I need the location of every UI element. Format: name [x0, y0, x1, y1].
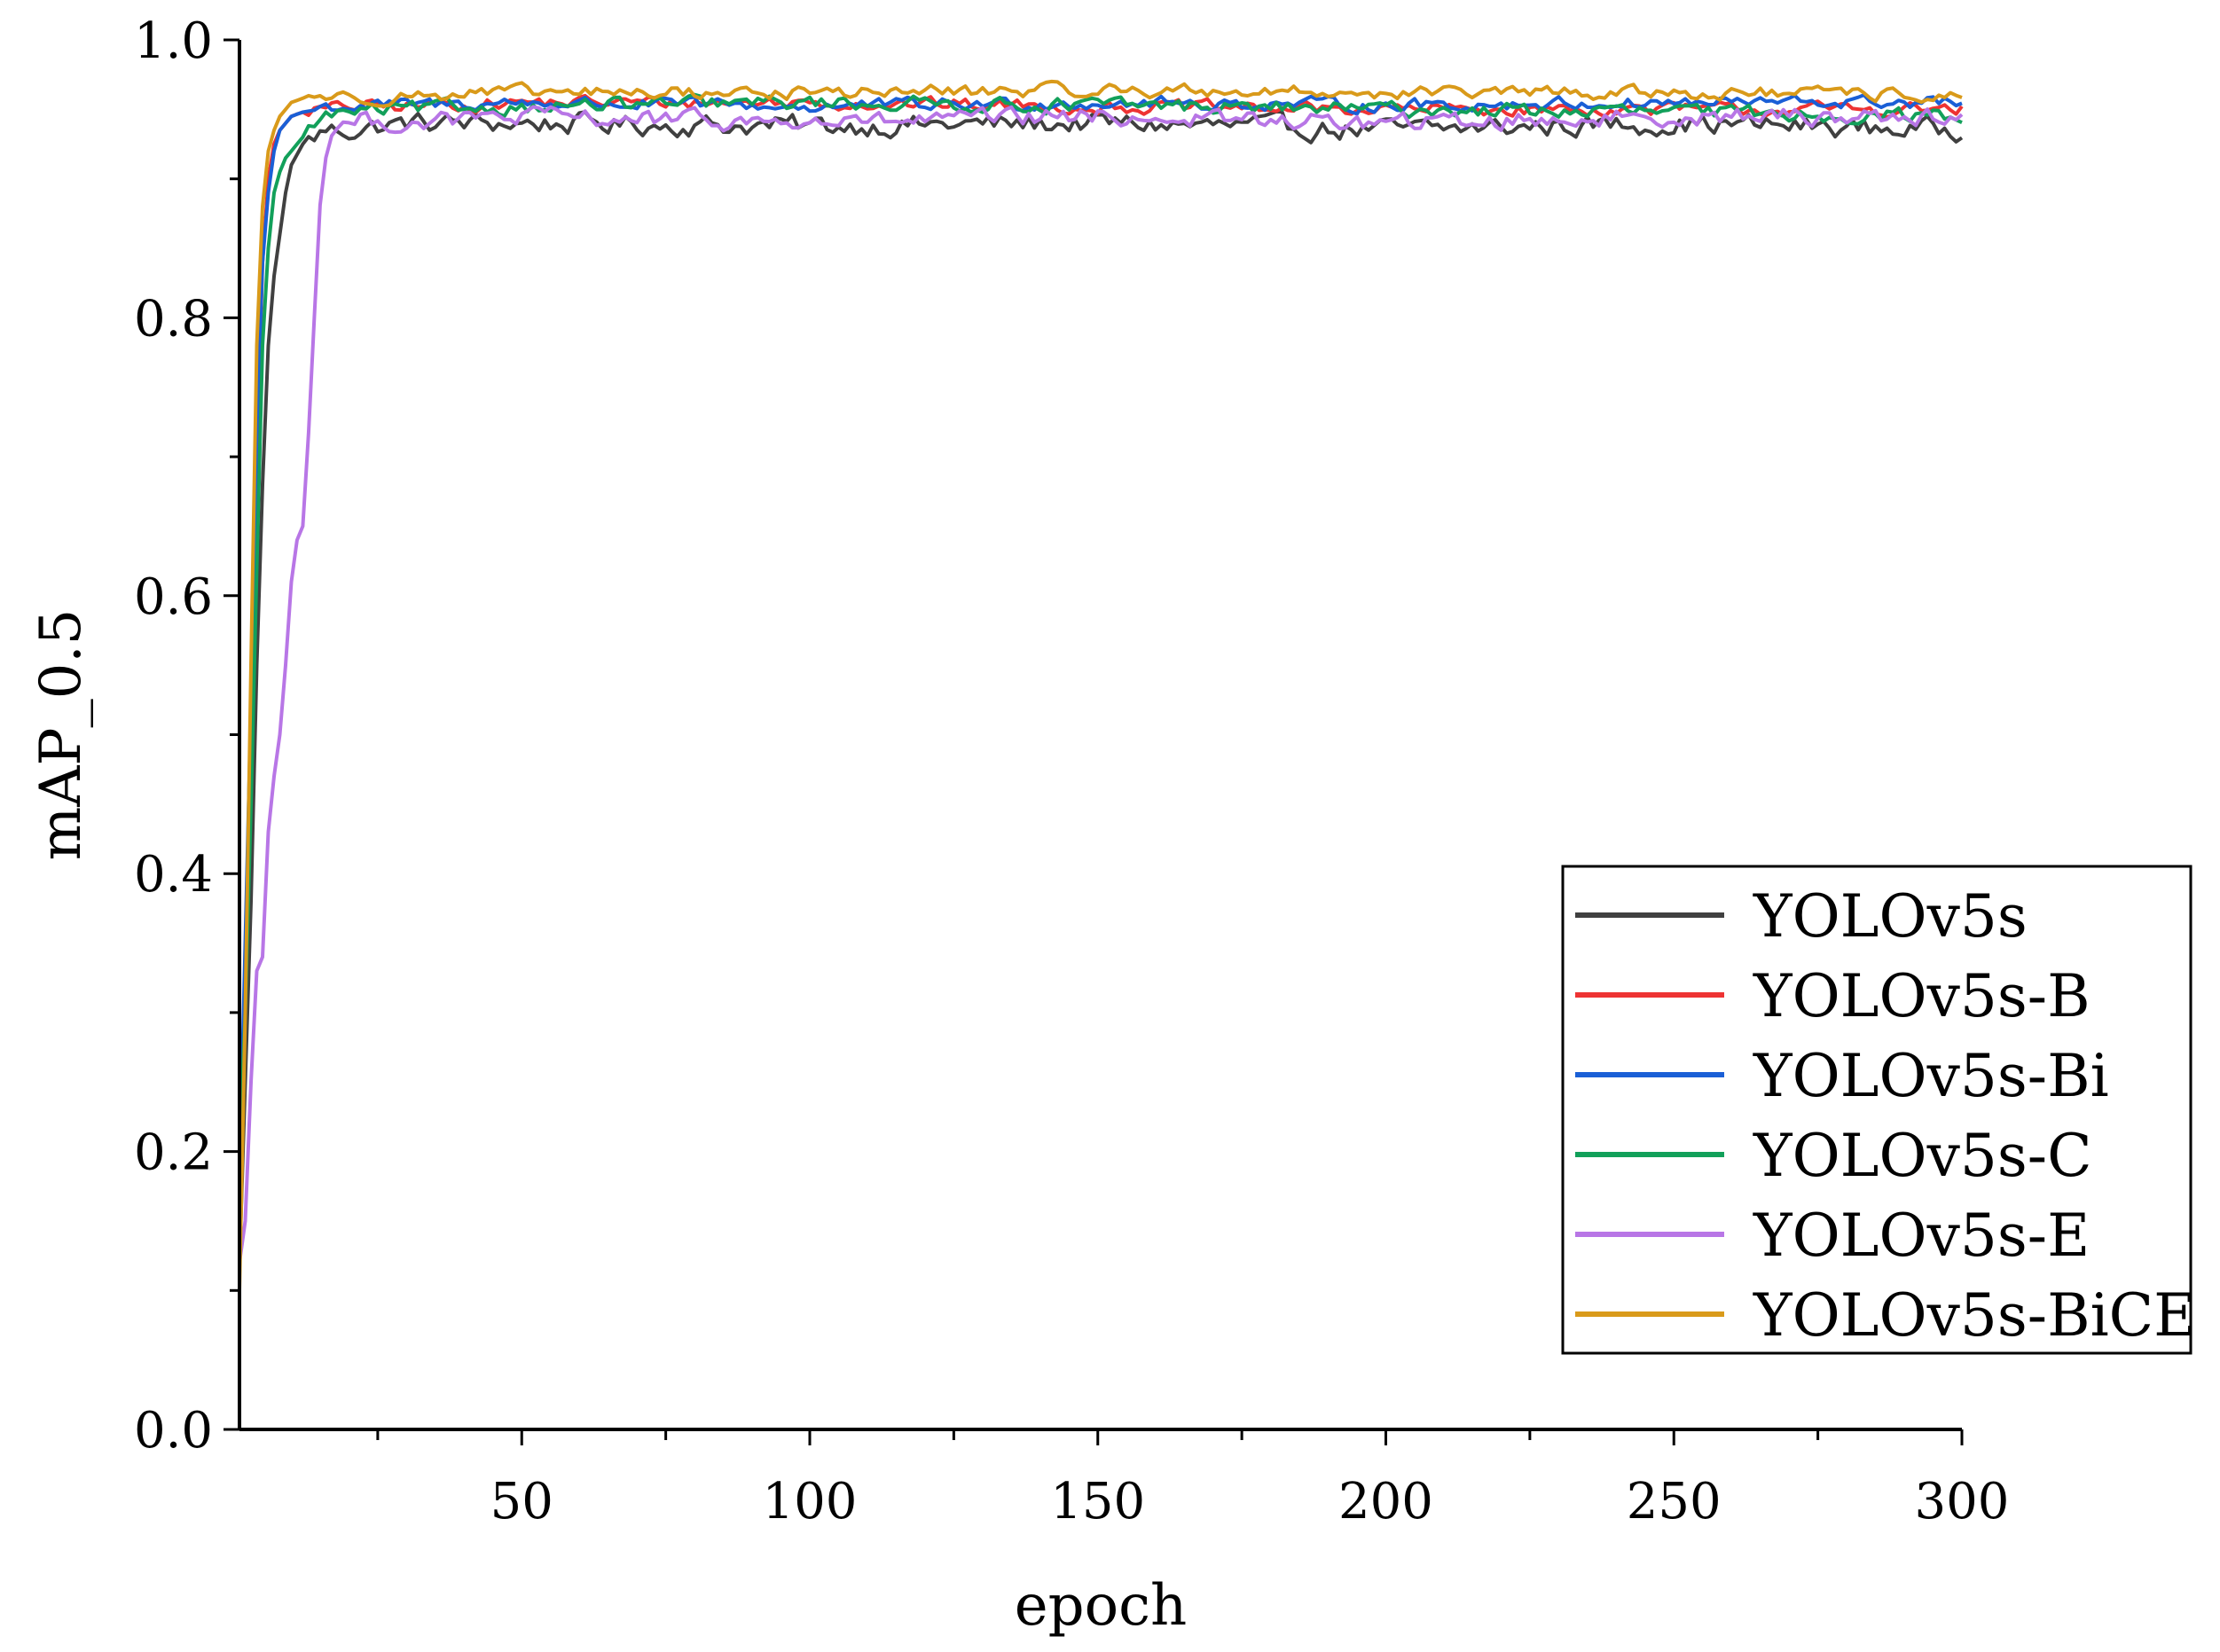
y-tick-label: 0.8	[134, 290, 213, 348]
legend-label: YOLOv5s-E	[1753, 1202, 2090, 1270]
x-tick-label: 100	[763, 1473, 858, 1531]
series-line-yolov5s-bi	[238, 93, 1963, 1179]
y-axis-title: mAP_0.5	[28, 609, 94, 861]
x-axis-title: epoch	[1015, 1573, 1187, 1639]
legend-box	[1561, 865, 2193, 1355]
x-tick-label: 300	[1915, 1473, 2010, 1531]
legend-label: YOLOv5s-B	[1753, 962, 2091, 1030]
series-line-yolov5s-e	[238, 105, 1964, 1264]
legend: YOLOv5s YOLOv5s-B YOLOv5s-Bi YOLOv5s-C YOLOv…	[1561, 865, 2196, 1355]
y-tick-label: 0.2	[134, 1124, 213, 1182]
y-tick-label: 0.6	[134, 568, 213, 626]
legend-label: YOLOv5s	[1753, 882, 2028, 951]
legend-label: YOLOv5s-C	[1753, 1122, 2092, 1190]
x-tick-label: 150	[1050, 1473, 1145, 1531]
axis-ticks: 50 100 150 200 250 300 0.0 0.2 0.4 0.6 0.8 1.0	[134, 12, 2010, 1531]
legend-label: YOLOv5s-Bi	[1753, 1042, 2109, 1110]
series-lines	[238, 79, 1964, 1291]
series-line-yolov5s	[238, 109, 1964, 1264]
y-tick-label: 1.0	[134, 12, 213, 70]
x-tick-label: 200	[1338, 1473, 1433, 1531]
x-tick-label: 250	[1627, 1473, 1722, 1531]
series-line-yolov5s-bice	[238, 79, 1963, 1291]
y-tick-label: 0.4	[134, 846, 213, 904]
x-tick-label: 50	[490, 1473, 553, 1531]
legend-label: YOLOv5s-BiCE	[1753, 1281, 2196, 1350]
y-tick-label: 0.0	[134, 1402, 213, 1460]
